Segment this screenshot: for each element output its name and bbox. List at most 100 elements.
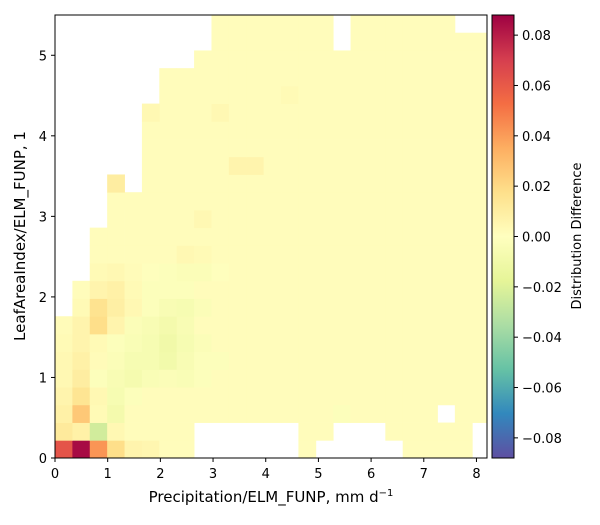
heatmap-cell: [89, 263, 108, 282]
heatmap-cell: [124, 387, 143, 406]
heatmap-cell: [402, 15, 421, 34]
heatmap-cell: [194, 245, 212, 264]
plot-area-frame: [54, 14, 488, 459]
heatmap-cell: [228, 280, 247, 299]
heatmap-cell: [350, 139, 369, 158]
heatmap-cell: [367, 139, 386, 158]
heatmap-cell: [315, 280, 334, 299]
heatmap-cell: [263, 139, 282, 158]
heatmap-cell: [228, 192, 247, 211]
heatmap-cell: [350, 333, 369, 353]
heatmap-cell: [315, 50, 334, 69]
x-tick-label: 1: [104, 467, 112, 482]
heatmap-cell: [124, 422, 143, 441]
heatmap-cell: [263, 85, 282, 104]
heatmap-cell: [89, 227, 108, 246]
heatmap-cell: [124, 333, 143, 353]
heatmap-cell: [107, 298, 125, 317]
heatmap-cell: [298, 298, 317, 317]
heatmap-cell: [228, 316, 247, 335]
heatmap-cell: [437, 316, 456, 335]
heatmap-cell: [333, 316, 351, 335]
heatmap-cell: [176, 351, 195, 370]
x-tick-label: 0: [51, 467, 59, 482]
heatmap-cell: [315, 422, 334, 441]
heatmap-cell: [385, 85, 404, 104]
heatmap-cell: [367, 156, 386, 175]
heatmap-cell: [263, 192, 282, 211]
heatmap-cell: [385, 227, 404, 246]
heatmap-cell: [385, 263, 404, 282]
heatmap-cell: [124, 369, 143, 388]
heatmap-cell: [298, 68, 317, 87]
heatmap-cell: [298, 174, 317, 193]
heatmap-cell: [107, 263, 125, 282]
heatmap-cell: [472, 192, 488, 211]
heatmap-cell: [333, 351, 351, 370]
heatmap-cell: [263, 263, 282, 282]
heatmap-cell: [437, 369, 456, 388]
y-tick-label: 5: [39, 49, 47, 64]
heatmap-cell: [298, 280, 317, 299]
x-tick-label: 8: [472, 467, 480, 482]
heatmap-cell: [281, 245, 299, 264]
heatmap-cell: [246, 156, 265, 175]
heatmap-cell: [211, 369, 230, 388]
heatmap-cell: [385, 50, 404, 69]
heatmap-cell: [420, 333, 438, 353]
heatmap-cell: [176, 227, 195, 246]
heatmap-cell: [263, 298, 282, 317]
heatmap-cell: [333, 333, 351, 353]
heatmap-cell: [124, 298, 143, 317]
heatmap-cell: [472, 227, 488, 246]
heatmap-cell: [437, 32, 456, 51]
heatmap-cell: [141, 209, 160, 229]
heatmap-cell: [333, 387, 351, 406]
heatmap-cell: [402, 316, 421, 335]
heatmap-cell: [124, 440, 143, 459]
heatmap-cell: [72, 422, 91, 441]
heatmap-cell: [263, 333, 282, 353]
heatmap-cell: [159, 316, 178, 335]
heatmap-cell: [211, 103, 230, 122]
heatmap-cell: [454, 422, 473, 441]
heatmap-cell: [350, 192, 369, 211]
heatmap-cell: [176, 68, 195, 87]
heatmap-cell: [402, 227, 421, 246]
y-tick-label: 1: [39, 371, 47, 386]
heatmap-cell: [315, 369, 334, 388]
heatmap-cell: [454, 245, 473, 264]
heatmap-cell: [385, 156, 404, 175]
x-tick-label: 2: [156, 467, 164, 482]
heatmap-cell: [263, 280, 282, 299]
heatmap-cell: [124, 209, 143, 229]
heatmap-cell: [246, 121, 265, 140]
heatmap-cell: [333, 103, 351, 122]
heatmap-cell: [55, 351, 73, 370]
heatmap-cell: [211, 298, 230, 317]
heatmap-cell: [211, 404, 230, 423]
heatmap-cell: [420, 316, 438, 335]
heatmap-cell: [298, 440, 317, 459]
heatmap-cell: [246, 298, 265, 317]
heatmap-cell: [194, 263, 212, 282]
heatmap-cell: [333, 50, 351, 69]
heatmap-cell: [333, 121, 351, 140]
heatmap-cell: [454, 298, 473, 317]
heatmap-cell: [246, 174, 265, 193]
heatmap-cell: [333, 192, 351, 211]
heatmap-cell: [194, 298, 212, 317]
heatmap-cell: [315, 139, 334, 158]
heatmap-cell: [437, 227, 456, 246]
heatmap-cell: [211, 15, 230, 34]
heatmap-cell: [159, 280, 178, 299]
heatmap-cell: [437, 68, 456, 87]
heatmap-cell: [141, 369, 160, 388]
heatmap-cell: [420, 50, 438, 69]
heatmap-cell: [159, 192, 178, 211]
heatmap-cell: [228, 298, 247, 317]
heatmap-cell: [472, 50, 488, 69]
heatmap-cell: [333, 156, 351, 175]
heatmap-cell: [298, 103, 317, 122]
heatmap-cell: [402, 174, 421, 193]
